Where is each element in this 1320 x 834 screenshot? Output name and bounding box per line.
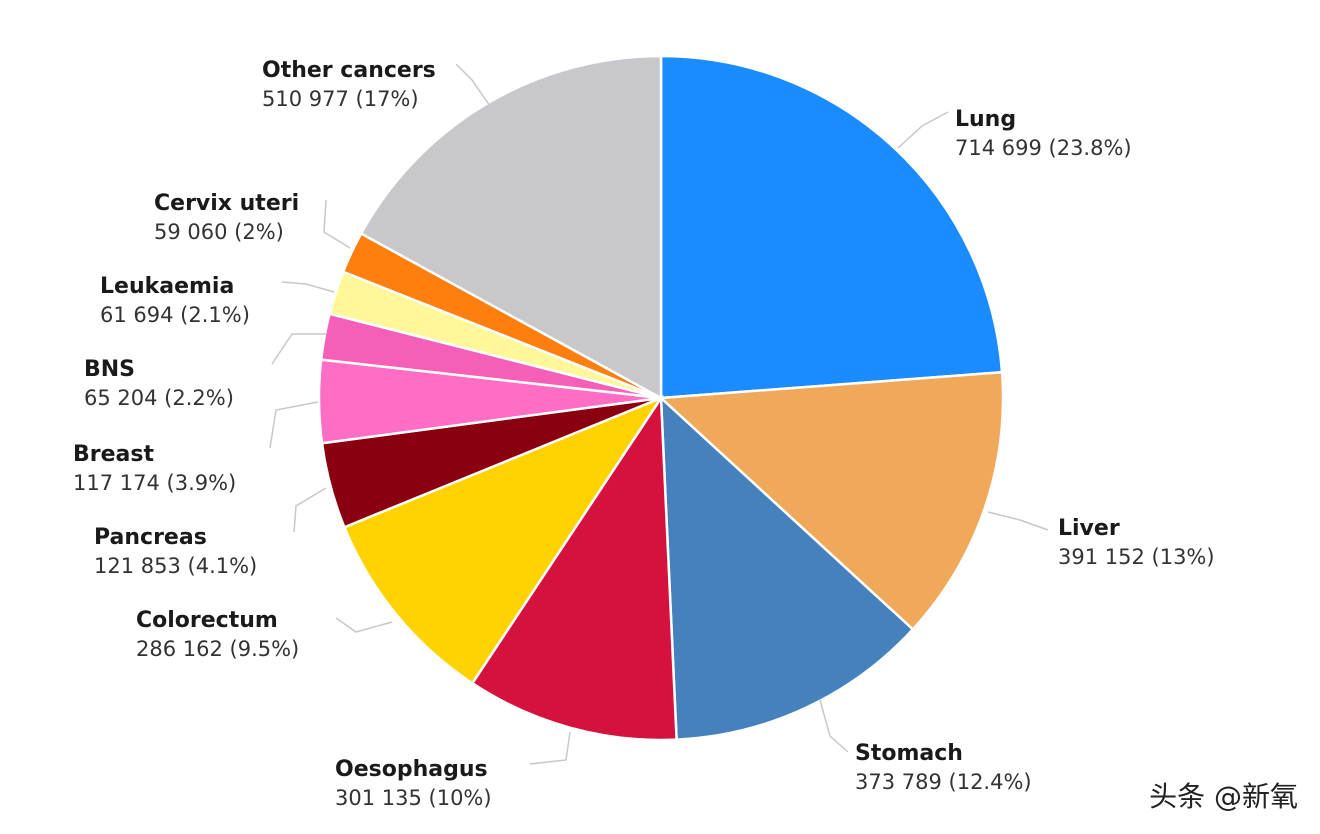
slice-label-value-pancreas: 121 853 (4.1%)	[94, 554, 257, 578]
slice-label-name-other-cancers: Other cancers	[262, 58, 436, 83]
leader-line-cervix-uteri	[323, 199, 351, 249]
leader-line-colorectum	[335, 617, 393, 633]
pie-slice-other-cancers	[359, 54, 663, 401]
slice-label-value-liver: 391 152 (13%)	[1058, 545, 1215, 569]
slice-label-name-oesophagus: Oesophagus	[335, 757, 488, 782]
slice-label-value-colorectum: 286 162 (9.5%)	[136, 637, 299, 661]
slice-label-value-breast: 117 174 (3.9%)	[73, 471, 236, 495]
slice-label-value-lung: 714 699 (23.8%)	[955, 136, 1132, 160]
slice-label-name-liver: Liver	[1058, 516, 1120, 541]
leader-line-pancreas	[293, 487, 327, 533]
slice-label-value-leukaemia: 61 694 (2.1%)	[100, 303, 250, 327]
slice-label-name-colorectum: Colorectum	[136, 608, 278, 633]
pie-slice-colorectum	[342, 395, 665, 685]
labels-layer: Lung 714 699 (23.8%) Liver 391 152 (13%) Sto…	[73, 58, 1215, 810]
slice-label-value-oesophagus: 301 135 (10%)	[335, 786, 492, 810]
watermark-text: 头条 @新氧	[1149, 780, 1298, 813]
pie-slice-stomach	[659, 395, 915, 741]
slice-label-value-other-cancers: 510 977 (17%)	[262, 87, 419, 111]
slice-label-value-cervix-uteri: 59 060 (2%)	[154, 220, 284, 244]
slice-label-name-stomach: Stomach	[855, 741, 963, 766]
slice-label-value-bns: 65 204 (2.2%)	[84, 386, 234, 410]
slice-label-name-bns: BNS	[84, 357, 135, 382]
leader-line-leukaemia	[281, 281, 335, 293]
leader-lines-layer	[269, 63, 1049, 765]
slice-label-name-lung: Lung	[955, 107, 1016, 132]
slice-label-name-pancreas: Pancreas	[94, 525, 207, 550]
pie-slice-liver	[658, 370, 1005, 632]
leader-line-lung	[897, 111, 949, 149]
slice-label-name-cervix-uteri: Cervix uteri	[154, 191, 299, 216]
leader-line-bns	[271, 333, 326, 365]
slice-label-value-stomach: 373 789 (12.4%)	[855, 770, 1032, 794]
leader-line-breast	[269, 401, 319, 449]
leader-line-liver	[987, 511, 1049, 531]
leader-line-oesophagus	[529, 731, 571, 765]
slices-layer	[317, 54, 1005, 742]
slice-label-name-breast: Breast	[73, 442, 154, 467]
leader-line-stomach	[819, 699, 849, 753]
pie-slice-oesophagus	[470, 394, 678, 742]
pie-slice-lung	[659, 54, 1004, 400]
leader-line-other-cancers	[455, 63, 491, 107]
slice-label-name-leukaemia: Leukaemia	[100, 274, 234, 299]
